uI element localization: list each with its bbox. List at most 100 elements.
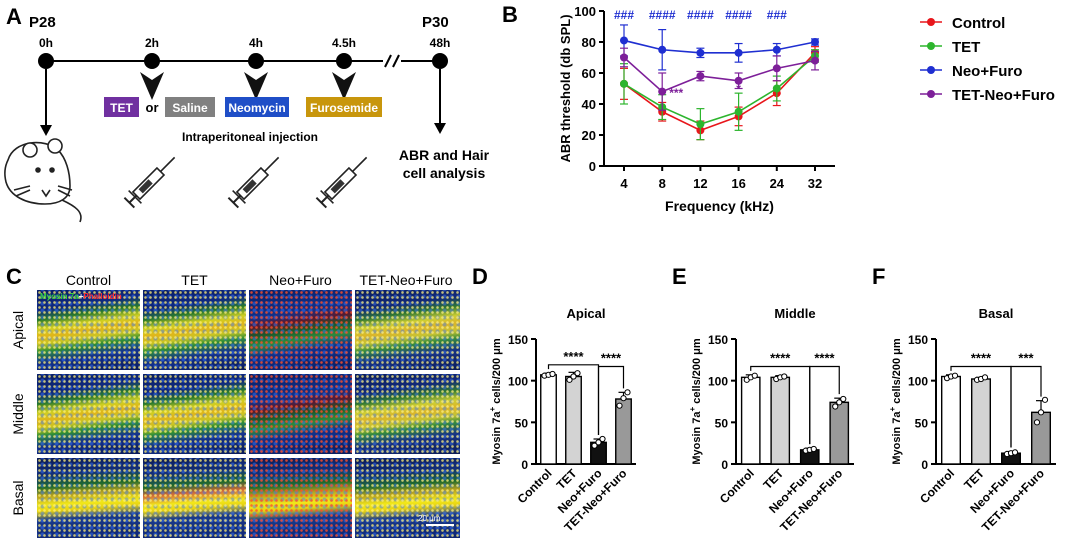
- panel-label-c: C: [6, 264, 22, 289]
- bar: [770, 376, 791, 465]
- micrograph-apical-tet: [143, 290, 246, 370]
- row-label-basal: Basal: [10, 480, 26, 516]
- legend-label: Neo+Furo: [952, 63, 1022, 80]
- y-tick-label: 100: [574, 4, 596, 19]
- y-axis-label-superscript: +: [488, 406, 497, 411]
- micrograph-apical-tet-neo-furo: [355, 290, 460, 370]
- timepoint-label: 48h: [430, 36, 451, 50]
- panel-label: D: [472, 264, 488, 289]
- timepoint-dot: [336, 53, 352, 69]
- y-axis-label-superscript: +: [888, 406, 897, 411]
- data-point: [772, 45, 781, 54]
- significance-annotation: ###: [614, 8, 634, 22]
- bar: [540, 374, 557, 465]
- y-tick-label: 100: [708, 375, 728, 389]
- neomycin-box: [225, 97, 289, 117]
- y-tick-label: 100: [508, 375, 528, 389]
- stain-plus-label: +: [78, 292, 84, 301]
- data-point: [1041, 396, 1049, 403]
- stain-red-label: Phalloidin: [83, 292, 122, 301]
- series-tet-neo-furo: [620, 47, 819, 111]
- bracket-line: [809, 365, 840, 445]
- furosemide-label: Furosemide: [310, 101, 378, 115]
- legend-label: Control: [952, 15, 1005, 32]
- data-point: [566, 376, 573, 383]
- legend-swatch-marker: [927, 18, 935, 26]
- data-point: [836, 399, 843, 406]
- timepoint-label: 4h: [249, 36, 263, 50]
- significance-label: ****: [814, 351, 835, 366]
- chart-title: Apical: [566, 306, 605, 321]
- x-tick-label: 8: [659, 176, 666, 191]
- micrograph-basal-tet-neo-furo: [355, 458, 460, 538]
- data-point: [1037, 409, 1045, 416]
- saline-box: [165, 97, 215, 117]
- data-point: [781, 373, 788, 380]
- bar: [565, 375, 582, 465]
- micrograph-basal-tet: [143, 458, 246, 538]
- x-tick-label: 24: [770, 176, 785, 191]
- legend-entry: TET: [920, 39, 980, 56]
- data-point: [591, 442, 598, 449]
- data-point: [595, 439, 602, 446]
- or-label: or: [146, 100, 159, 115]
- data-point: [696, 72, 705, 81]
- data-point: [620, 395, 627, 402]
- legend-entry: TET-Neo+Furo: [920, 87, 1055, 104]
- micrograph-grid: [37, 290, 460, 538]
- panel-label: E: [672, 264, 687, 289]
- middle-bar-chart: E Middle 0 50 100 150 Myosin 7a+ cells/200 μm C…: [672, 264, 854, 534]
- significance-label: ****: [563, 349, 584, 364]
- data-point: [981, 374, 989, 381]
- chart-title: Middle: [774, 306, 815, 321]
- y-tick-label: 0: [521, 458, 528, 472]
- timepoint-dot: [144, 53, 160, 69]
- significance-annotation: ***: [669, 86, 683, 100]
- data-point: [599, 435, 606, 443]
- stain-green-label: Myosin 7a: [40, 292, 79, 301]
- significance-label: ****: [770, 351, 791, 366]
- end-age-label: P30: [422, 14, 449, 31]
- arrow-down-icon: [434, 123, 446, 134]
- y-tick-label: 0: [921, 458, 928, 472]
- bar: [740, 376, 761, 465]
- bar-group: [970, 374, 991, 465]
- data-point: [696, 120, 705, 129]
- series-line: [623, 39, 816, 54]
- x-tick-label: Control: [917, 466, 957, 506]
- y-axis-label-main: Myosin 7a: [891, 411, 903, 465]
- start-age-label: P28: [29, 14, 56, 31]
- bar-group: [565, 370, 582, 465]
- row-label-middle: Middle: [10, 393, 26, 435]
- significance-annotation: ####: [687, 8, 714, 22]
- y-axis-label-unit: cells/200 μm: [491, 338, 503, 407]
- series-control: [620, 46, 819, 141]
- tet-box: [104, 97, 139, 117]
- series-tet: [620, 49, 819, 141]
- arrow-down-icon: [40, 125, 52, 136]
- chevron-down-icon: [332, 72, 356, 100]
- micrograph-basal-neo-furo: [249, 458, 352, 538]
- legend-swatch-marker: [927, 90, 935, 98]
- apical-bar-chart: D Apical 0 50 100 150 Myosin 7a+ cells/200 μm C…: [472, 264, 636, 534]
- data-point: [772, 64, 781, 73]
- significance-annotation: ####: [725, 8, 752, 22]
- row-label-apical: Apical: [10, 310, 26, 350]
- y-axis-label: Myosin 7a+ cells/200 μm: [888, 338, 903, 465]
- tet-label: TET: [110, 101, 133, 115]
- chevron-down-icon: [140, 72, 164, 100]
- scale-bar: [426, 524, 454, 526]
- bar: [1030, 411, 1051, 465]
- data-point: [811, 38, 819, 46]
- timepoint-label: 2h: [145, 36, 159, 50]
- x-tick-label: 12: [693, 176, 707, 191]
- data-point: [624, 389, 631, 396]
- y-axis-label-main: Myosin 7a: [491, 411, 503, 465]
- micrograph-middle-control: [37, 374, 140, 454]
- series-line: [623, 55, 816, 126]
- data-point: [620, 79, 628, 88]
- significance-annotation: ####: [649, 8, 676, 22]
- series-line: [623, 52, 816, 132]
- significance-bracket: ****: [597, 351, 625, 435]
